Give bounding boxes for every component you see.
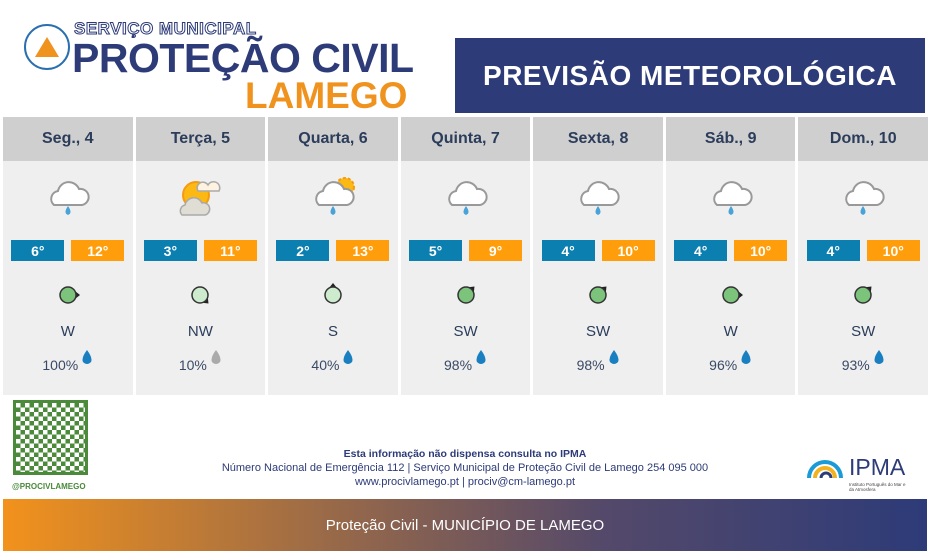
raindrop-icon <box>609 350 619 364</box>
day-column: Quarta, 6 2° 13° S 40% <box>268 117 398 395</box>
precip-probability: 98% <box>444 357 473 373</box>
temp-max: 10° <box>601 240 655 261</box>
city-name: LAMEGO <box>245 75 408 116</box>
temp-min: 3° <box>143 240 197 261</box>
precip-probability: 40% <box>311 357 340 373</box>
qr-code[interactable] <box>13 400 88 475</box>
raindrop-icon <box>343 350 353 364</box>
wind-arrow-icon <box>456 286 475 304</box>
temp-max: 9° <box>469 240 523 261</box>
wind-direction: S <box>327 323 338 340</box>
precip-probability: 93% <box>841 357 870 373</box>
page-title: PREVISÃO METEOROLÓGICA <box>455 38 925 113</box>
temp-min: 6° <box>11 240 65 261</box>
temp-max: 13° <box>336 240 390 261</box>
notice: Esta informação não dispensa consulta no… <box>343 448 587 460</box>
contacts: Número Nacional de Emergência 112 | Serv… <box>221 462 709 474</box>
wind-arrow-icon <box>324 283 342 304</box>
temp-min: 4° <box>674 240 728 261</box>
wind-direction: SW <box>586 323 611 340</box>
temp-min: 5° <box>409 240 463 261</box>
protecao-civil-logo <box>24 24 70 70</box>
wind-arrow-icon <box>854 286 872 304</box>
temp-max: 10° <box>866 240 920 261</box>
wind-arrow-icon <box>191 286 210 304</box>
footer-bar: Proteção Civil - MUNICÍPIO DE LAMEGO <box>3 499 927 551</box>
raindrop-icon <box>874 350 884 364</box>
wind-arrow-icon <box>589 286 607 304</box>
org-name: PROTEÇÃO CIVIL <box>72 35 414 81</box>
service-label: SERVIÇO MUNICIPAL <box>74 19 257 38</box>
day-label: Terça, 5 <box>135 117 266 161</box>
social-handle: @PROCIVLAMEGO <box>12 482 86 491</box>
day-label: Quinta, 7 <box>400 117 531 161</box>
raindrop-icon <box>476 350 486 364</box>
raindrop-icon <box>741 350 751 364</box>
ipma-logo: IPMA Instituto Português do Mar e da Atm… <box>805 454 906 492</box>
temp-min: 4° <box>806 240 860 261</box>
rain-cloud-icon <box>401 173 531 223</box>
rain-cloud-icon <box>533 173 663 223</box>
sun-cloud-icon <box>136 173 266 223</box>
temp-max: 11° <box>203 240 257 261</box>
forecast-grid: Seg., 4 6° 12° W 100% Terça, 5 3° 11° NW 1… <box>3 117 929 395</box>
raindrop-icon <box>211 350 221 364</box>
rain-cloud-icon <box>666 173 796 223</box>
precip-probability: 96% <box>709 357 738 373</box>
day-column: Terça, 5 3° 11° NW 10% <box>135 117 266 395</box>
wind-arrow-icon <box>59 286 80 304</box>
web-links[interactable]: www.procivlamego.pt | prociv@cm-lamego.p… <box>354 476 576 488</box>
wind-direction: NW <box>187 323 213 340</box>
precip-probability: 10% <box>178 357 207 373</box>
rain-cloud-icon <box>3 173 133 223</box>
wind-arrow-icon <box>721 286 743 304</box>
day-column: Quinta, 7 5° 9° SW 98% <box>400 117 531 395</box>
temp-max: 10° <box>734 240 788 261</box>
day-column: Sáb., 9 4° 10° W 96% <box>665 117 796 395</box>
day-column: Dom., 10 4° 10° SW 93% <box>798 117 929 395</box>
day-column: Seg., 4 6° 12° W 100% <box>3 117 133 395</box>
sun-rain-cloud-icon <box>268 173 398 223</box>
day-label: Seg., 4 <box>3 117 133 161</box>
precip-probability: 98% <box>576 357 605 373</box>
ipma-name: IPMA <box>849 454 906 480</box>
ipma-arc-icon <box>807 460 843 478</box>
day-label: Sáb., 9 <box>665 117 796 161</box>
ipma-subtitle: Instituto Português do Mar e da Atmosfer… <box>849 482 906 492</box>
wind-direction: W <box>723 323 738 340</box>
wind-direction: W <box>60 323 75 340</box>
day-column: Sexta, 8 4° 10° SW 98% <box>533 117 663 395</box>
precip-probability: 100% <box>42 357 79 373</box>
day-label: Sexta, 8 <box>533 117 663 161</box>
footer-info: Esta informação não dispensa consulta no… <box>160 447 770 489</box>
day-label: Dom., 10 <box>798 117 929 161</box>
raindrop-icon <box>82 350 92 364</box>
wind-direction: SW <box>851 323 876 340</box>
temp-min: 4° <box>541 240 595 261</box>
wind-direction: SW <box>453 323 478 340</box>
temp-min: 2° <box>276 240 330 261</box>
rain-cloud-icon <box>798 173 928 223</box>
day-label: Quarta, 6 <box>268 117 398 161</box>
temp-max: 12° <box>71 240 125 261</box>
